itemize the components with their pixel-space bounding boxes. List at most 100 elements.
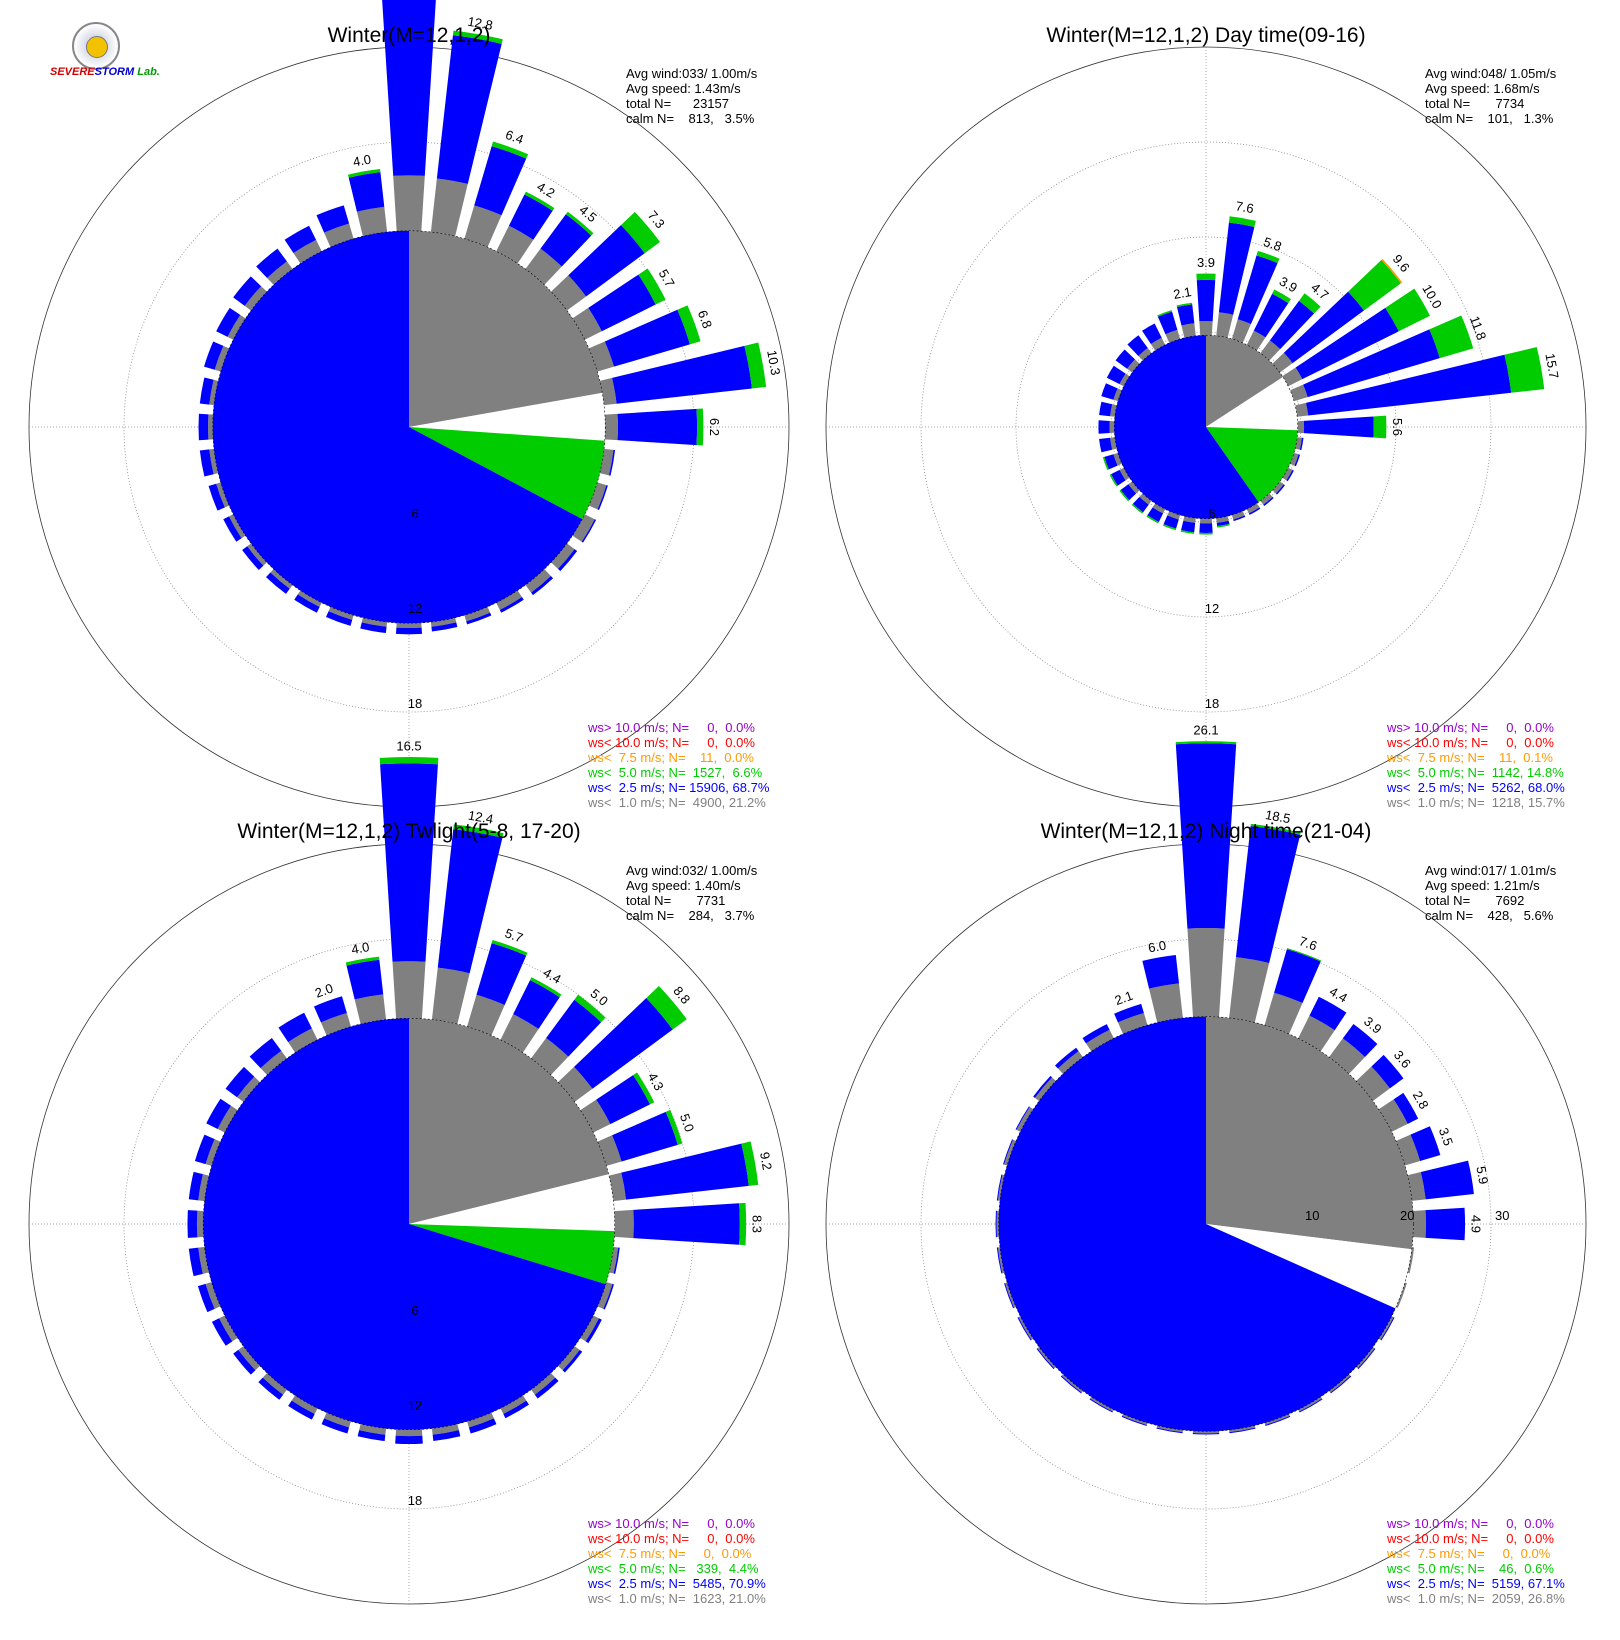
petal-lt1-segment [614, 1209, 634, 1239]
center-pie-calm [409, 1174, 615, 1232]
grid-ring [920, 141, 1492, 713]
petal-value-label: 4.0 [352, 152, 372, 170]
petal-lt2_5-segment [1425, 1207, 1466, 1241]
petal-lt1-segment [1264, 992, 1303, 1035]
petal-lt1-segment [1117, 1012, 1148, 1035]
petal-lt2_5-segment [1294, 454, 1301, 467]
legend-entry: ws< 7.5 m/s; N= 11, 0.0% [587, 750, 754, 765]
petal-lt1-segment [1165, 329, 1181, 343]
petal-lt2_5-segment [1237, 255, 1278, 325]
petal-lt2_5-segment [596, 1075, 651, 1125]
petal-value-label: 7.6 [1235, 198, 1255, 216]
petal-lt1-segment [205, 1139, 221, 1166]
ring-label: 6 [411, 506, 418, 521]
petal-lt2_5-segment [395, 627, 423, 635]
petal-lt1-segment [227, 314, 246, 340]
center-pie-calm [1206, 377, 1298, 431]
petal-lt1-segment [1356, 1347, 1375, 1369]
petal-lt1-segment [1113, 388, 1122, 402]
info-line: total N= 7734 [1425, 96, 1524, 111]
petal-lt2_5-segment [325, 611, 353, 626]
petal-lt1-segment [267, 261, 293, 285]
petal-value-label: 9.2 [757, 1151, 775, 1171]
petal-lt2_5-segment [995, 1210, 997, 1238]
center-pie-lt5 [1206, 427, 1298, 503]
petal-lt1-segment [1199, 518, 1213, 524]
petal-lt2_5-segment [1248, 507, 1261, 515]
petal-lt1-segment [464, 606, 491, 622]
petal-lt2_5-segment [1330, 1375, 1352, 1394]
petal-lt1-segment [361, 617, 388, 627]
petal-lt5-segment [1298, 293, 1321, 314]
petal-lt2_5-segment [474, 146, 527, 216]
petal-lt1-segment [1290, 384, 1308, 402]
petal-lt2_5-segment [197, 1283, 215, 1313]
petal-lt1-segment [531, 1372, 556, 1395]
petal-lt1-segment [356, 206, 388, 237]
calm-circle [202, 1017, 616, 1431]
petal-lt2_5-segment [1357, 1348, 1376, 1370]
petal-value-label: 12.8 [466, 14, 494, 33]
petal-lt2_5-segment [1111, 469, 1126, 486]
petal-lt1-segment [1216, 516, 1229, 523]
petal-lt1-segment [207, 414, 214, 440]
petal-lt2_5-segment [288, 1400, 315, 1420]
petal-lt1-segment [1122, 1413, 1148, 1425]
petal-lt2_5-segment [1163, 515, 1179, 529]
petal-lt2_5-segment [581, 519, 597, 543]
petal-lt2_5-segment [208, 483, 225, 511]
petal-lt2_5-segment [233, 1349, 256, 1375]
petal-lt2_5-segment [1036, 1348, 1055, 1370]
petal-lt1-segment [1086, 1029, 1114, 1052]
petal-lt2_5-segment [1253, 293, 1289, 338]
petal-lt2_5-segment [540, 214, 592, 267]
legend-entry: ws< 1.0 m/s; N= 1623, 21.0% [587, 1591, 766, 1606]
petal-lt2_5-segment [432, 1430, 461, 1442]
petal-value-label: 2.0 [313, 980, 335, 1000]
petal-lt5-segment [1217, 523, 1230, 528]
petal-lt2_5-segment [621, 1143, 749, 1200]
petal-lt1-segment [1412, 1210, 1427, 1238]
petal-lt1-segment [1231, 511, 1245, 520]
petal-lt2_5-segment [613, 1247, 620, 1274]
petal-lt2_5-segment [499, 597, 524, 613]
petal-value-label: 3.9 [1197, 255, 1215, 270]
petal-lt5-segment [453, 824, 504, 838]
petal-lt2_5-segment [1099, 401, 1113, 417]
petal-lt5-segment [1157, 310, 1173, 317]
petal-lt1-segment [1167, 511, 1181, 520]
petal-lt1-segment [1260, 340, 1281, 361]
ring-label: 18 [408, 1493, 422, 1508]
petal-lt1-segment [1034, 1077, 1056, 1101]
petal-lt2_5-segment [612, 1111, 678, 1162]
petal-lt2_5-segment [380, 763, 438, 962]
info-line: Avg speed: 1.21m/s [1425, 878, 1540, 893]
petal-lt5-segment [677, 305, 701, 345]
legend-entry: ws< 10.0 m/s; N= 0, 0.0% [1386, 1531, 1554, 1546]
legend-entry: ws< 5.0 m/s; N= 1142, 14.8% [1386, 765, 1564, 780]
petal-lt1-segment [531, 1038, 569, 1076]
petal-lt2_5-segment [604, 309, 690, 367]
petal-lt1-segment [198, 1246, 210, 1274]
petal-lt1-segment [1037, 1347, 1056, 1369]
grid-ring [920, 938, 1492, 1510]
petal-lt1-segment [1246, 330, 1266, 351]
petal-lt2_5-segment [612, 345, 752, 404]
petal-lt5-segment [1109, 474, 1118, 487]
logo-storm: STORM [94, 66, 135, 78]
petal-lt1-segment [551, 543, 575, 569]
petal-lt1-segment [288, 1028, 318, 1053]
petal-lt5-segment [739, 1202, 747, 1246]
petal-lt2_5-segment [233, 276, 262, 306]
petal-lt2_5-segment [1299, 1398, 1323, 1413]
petal-lt5-segment [1146, 515, 1159, 524]
petal-lt2_5-segment [1101, 383, 1118, 400]
petal-value-label: 5.8 [1262, 234, 1284, 254]
petal-value-label: 4.2 [534, 179, 557, 201]
petal-lt5-segment [491, 141, 529, 159]
petal-lt5-segment [524, 191, 555, 211]
petal-lt1-segment [604, 413, 618, 441]
legend-entry: ws< 5.0 m/s; N= 1527, 6.6% [587, 765, 763, 780]
legend-entry: ws> 10.0 m/s; N= 0, 0.0% [1386, 720, 1554, 735]
petal-lt1-segment [1109, 420, 1115, 434]
